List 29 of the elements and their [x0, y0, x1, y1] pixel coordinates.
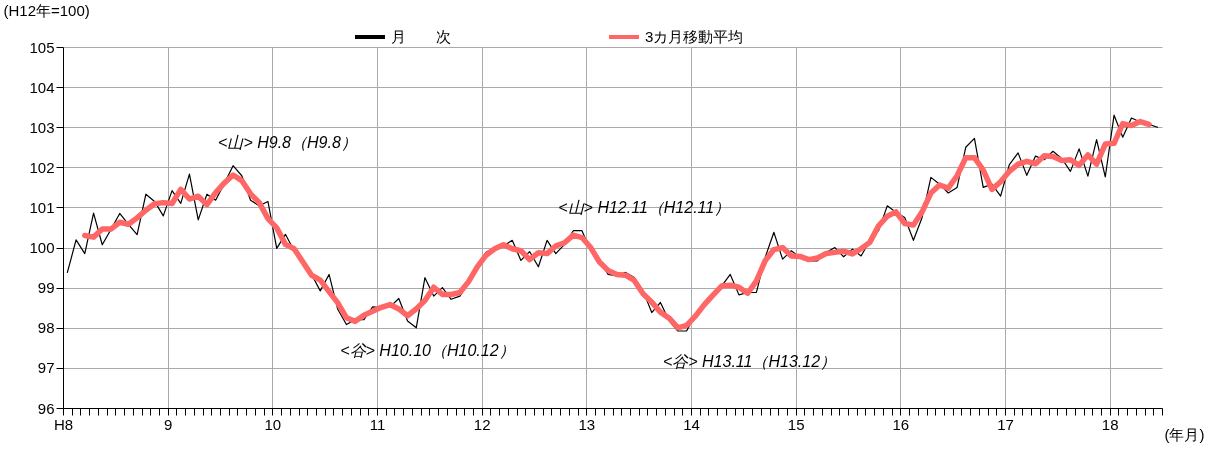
y-tick-label: 97	[37, 359, 55, 377]
y-tick-label: 105	[29, 38, 55, 56]
y-tick-label: 96	[37, 399, 55, 417]
y-tick-label: 100	[29, 239, 55, 257]
annotation: <谷> H10.10（H10.12）	[340, 341, 515, 359]
x-tick-label: 18	[1101, 415, 1119, 433]
x-tick-label: 12	[473, 415, 491, 433]
x-tick-label: 11	[369, 415, 386, 433]
y-tick-label: 102	[29, 158, 55, 176]
annotation: <谷> H13.11（H13.12）	[662, 352, 837, 370]
x-tick-label: H8	[53, 415, 74, 433]
y-tick-label: 103	[29, 118, 55, 136]
annotation: <山> H9.8（H9.8）	[218, 133, 357, 151]
y-tick-label: 101	[29, 198, 55, 216]
y-axis-title: (H12年=100)	[3, 1, 90, 19]
x-tick-label: 15	[787, 415, 805, 433]
legend-label: 月 次	[391, 28, 451, 45]
annotation: <山> H12.11（H12.11）	[558, 198, 731, 216]
x-tick-label: 16	[892, 415, 910, 433]
x-tick-label: 17	[997, 415, 1014, 433]
x-tick-label: 9	[163, 415, 173, 433]
x-axis-title: (年月)	[1164, 425, 1205, 443]
y-tick-label: 99	[37, 279, 55, 297]
legend-label: 3カ月移動平均	[645, 28, 744, 45]
x-tick-label: 10	[264, 415, 282, 433]
y-tick-label: 98	[37, 319, 55, 337]
x-tick-label: 13	[578, 415, 596, 433]
x-tick-label: 14	[683, 415, 700, 433]
y-tick-label: 104	[29, 78, 55, 96]
